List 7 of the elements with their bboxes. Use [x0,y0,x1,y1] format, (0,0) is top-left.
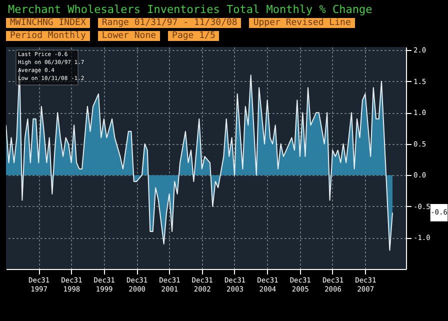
text: Page 1/5 [168,31,220,41]
chart-title: Merchant Wholesalers Inventories Total Monthly % Change [7,2,374,18]
text: Range 01/31/97 - 11/30/08 [98,18,242,28]
text: Period Monthly [6,31,90,41]
text: MWINCHNG INDEX [6,18,90,28]
text: Lower None [98,31,160,41]
text: Upper Revised Line [249,18,355,28]
